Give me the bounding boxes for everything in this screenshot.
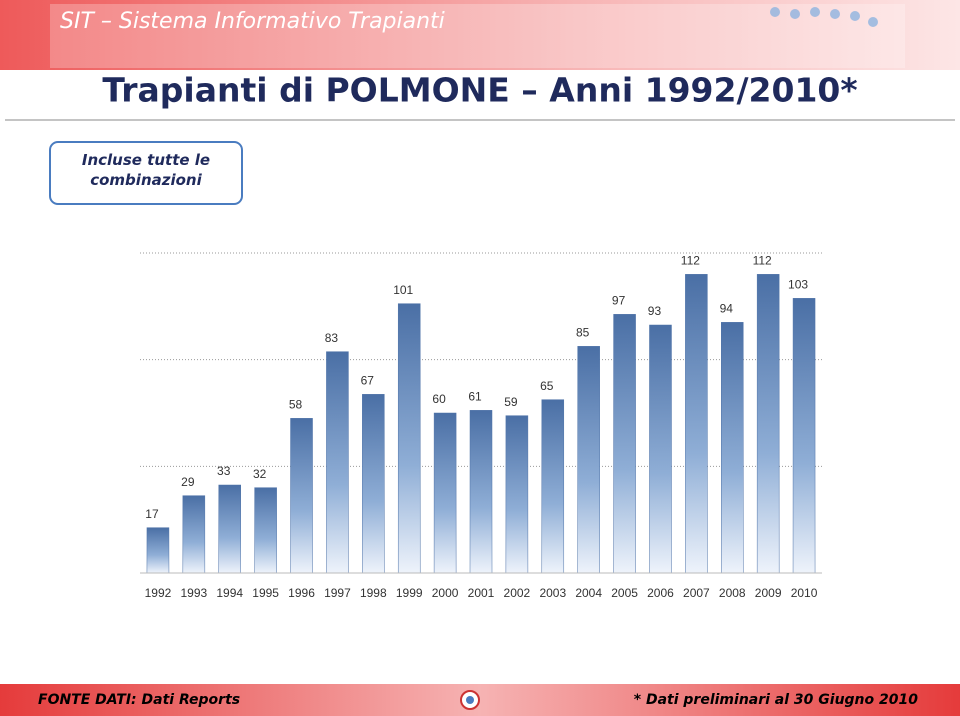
x-tick-label: 2005 bbox=[611, 586, 638, 600]
bar bbox=[649, 324, 672, 574]
footer-source: FONTE DATI: Dati Reports bbox=[38, 692, 240, 708]
x-tick-label: 1997 bbox=[324, 586, 351, 600]
bar bbox=[577, 346, 600, 574]
x-tick-label: 2002 bbox=[504, 586, 531, 600]
value-label: 112 bbox=[753, 254, 772, 268]
value-label: 61 bbox=[468, 390, 482, 404]
value-label: 97 bbox=[612, 294, 626, 308]
bar bbox=[613, 314, 636, 574]
footer-logo bbox=[460, 690, 480, 710]
value-label: 93 bbox=[648, 304, 662, 318]
value-label: 65 bbox=[540, 379, 554, 393]
bar bbox=[146, 527, 170, 574]
plot: 1992 17 1993 29 1994 33 1995 32 1996 58 1997 83 1998… bbox=[140, 252, 822, 600]
x-tick-label: 2009 bbox=[755, 586, 782, 600]
x-tick-label: 1999 bbox=[396, 586, 423, 600]
title: Trapianti di POLMONE – Anni 1992/2010* bbox=[102, 71, 857, 110]
bar bbox=[254, 487, 277, 574]
x-tick-label: 2003 bbox=[539, 586, 566, 600]
bar bbox=[326, 351, 349, 574]
value-label: 103 bbox=[788, 278, 808, 292]
value-label: 67 bbox=[361, 374, 375, 388]
bar bbox=[433, 412, 457, 574]
x-tick-label: 1994 bbox=[216, 586, 243, 600]
value-label: 17 bbox=[145, 507, 159, 521]
value-label: 60 bbox=[432, 392, 446, 406]
x-tick-label: 2008 bbox=[719, 586, 746, 600]
note-box bbox=[49, 141, 243, 205]
x-tick-label: 1993 bbox=[180, 586, 207, 600]
bar bbox=[505, 415, 529, 574]
x-tick-label: 2006 bbox=[647, 586, 674, 600]
x-tick-label: 1998 bbox=[360, 586, 387, 600]
bar bbox=[685, 274, 708, 574]
x-tick-label: 2007 bbox=[683, 586, 710, 600]
bar bbox=[756, 274, 780, 574]
value-label: 85 bbox=[576, 326, 590, 340]
x-tick-label: 1992 bbox=[145, 586, 172, 600]
value-label: 58 bbox=[289, 398, 303, 412]
value-label: 29 bbox=[181, 475, 195, 489]
bar bbox=[182, 495, 206, 574]
x-tick-label: 1996 bbox=[288, 586, 315, 600]
bar bbox=[469, 410, 493, 574]
x-tick-label: 2000 bbox=[432, 586, 459, 600]
value-label: 112 bbox=[681, 254, 700, 268]
note: Incluse tutte le combinazioni bbox=[81, 151, 211, 189]
value-label: 94 bbox=[720, 302, 734, 316]
banner bbox=[0, 0, 960, 70]
bar bbox=[541, 399, 565, 574]
bar bbox=[721, 322, 744, 574]
value-label: 32 bbox=[253, 467, 267, 481]
value-label: 101 bbox=[393, 283, 413, 297]
bar bbox=[290, 418, 313, 574]
value-label: 59 bbox=[504, 395, 518, 409]
x-tick-label: 2010 bbox=[791, 586, 818, 600]
banner-panel bbox=[50, 4, 905, 68]
banner-text: SIT – Sistema Informativo Trapianti bbox=[60, 9, 445, 34]
x-tick-label: 1995 bbox=[252, 586, 279, 600]
note-wrap: Incluse tutte le combinazioni bbox=[81, 151, 211, 189]
value-label: 83 bbox=[325, 331, 339, 345]
bar bbox=[397, 303, 421, 574]
value-label: 33 bbox=[217, 464, 231, 478]
bar bbox=[218, 484, 241, 574]
x-tick-label: 2001 bbox=[468, 586, 495, 600]
footer-note: * Dati preliminari al 30 Giugno 2010 bbox=[634, 692, 918, 708]
bar bbox=[362, 394, 385, 574]
logo-people bbox=[770, 7, 878, 27]
x-tick-label: 2004 bbox=[575, 586, 602, 600]
bar bbox=[792, 298, 816, 574]
